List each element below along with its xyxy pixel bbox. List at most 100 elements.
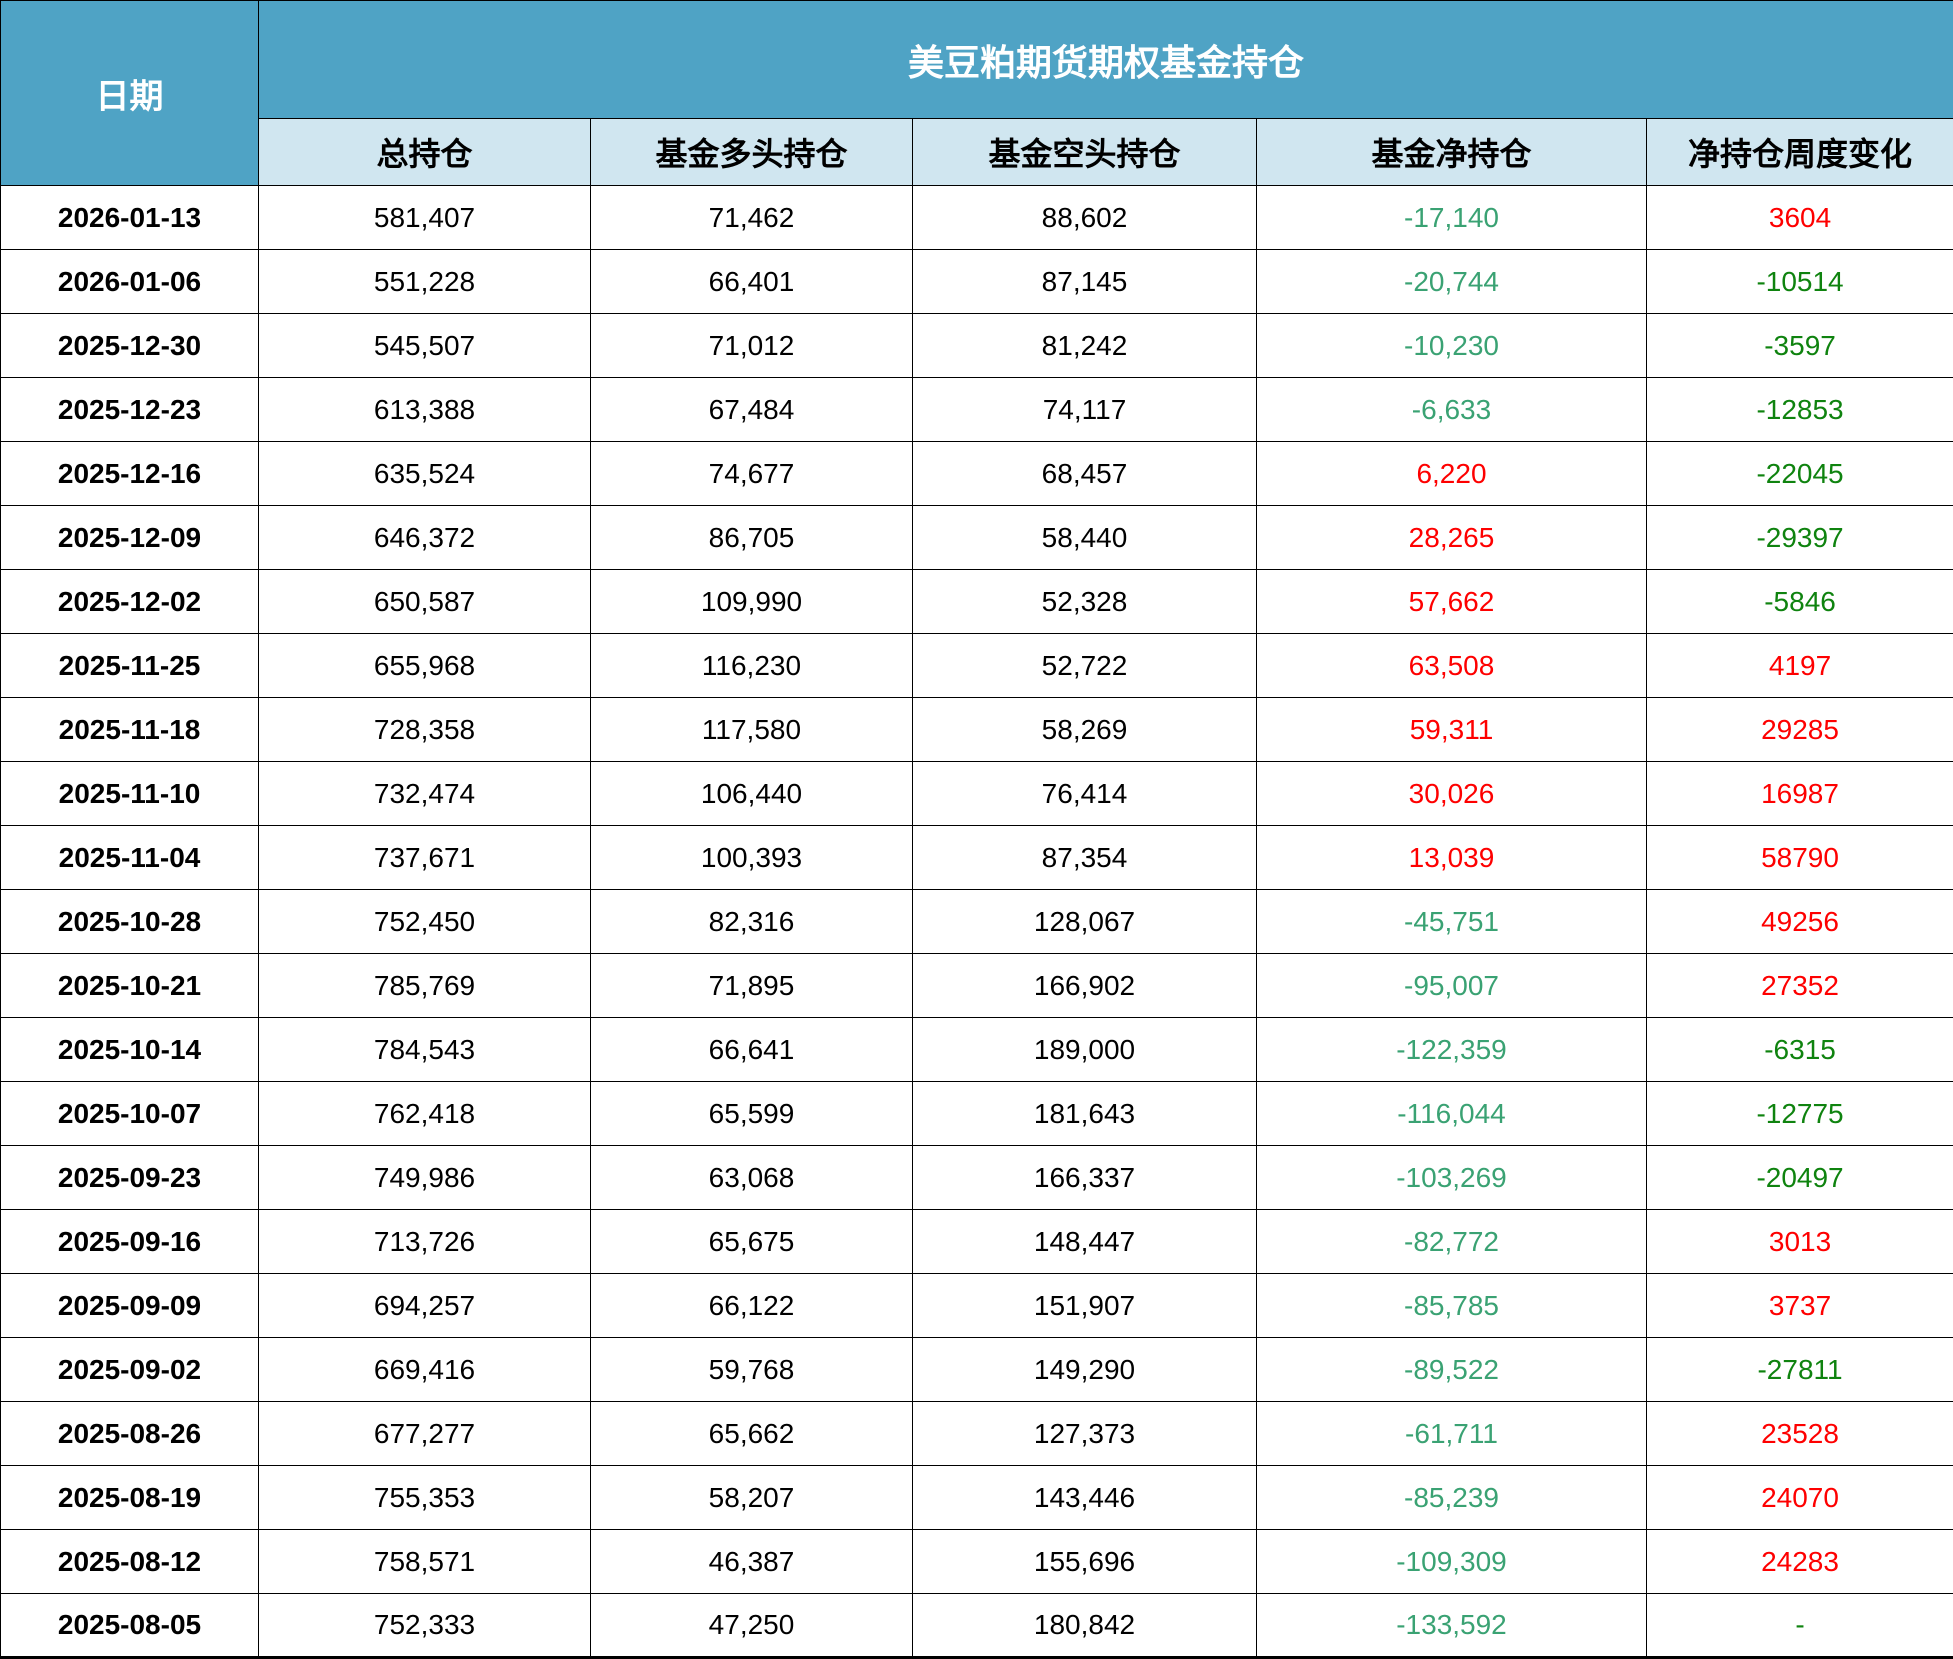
table-row: 2025-11-18 728,358 117,580 58,269 59,311 2928… [0,697,1953,762]
weekly-change-cell: -20497 [1645,1145,1953,1210]
fund-short-cell: 181,643 [912,1081,1257,1146]
fund-net-cell: -17,140 [1256,185,1647,250]
weekly-change-cell: 27352 [1645,953,1953,1018]
fund-net-cell: -6,633 [1256,377,1647,442]
fund-short-cell: 127,373 [912,1401,1257,1466]
total-cell: 728,358 [258,697,591,762]
total-cell: 669,416 [258,1337,591,1402]
fund-long-cell: 67,484 [590,377,913,442]
weekly-change-cell: -12853 [1645,377,1953,442]
total-cell: 635,524 [258,441,591,506]
weekly-change-cell: 58790 [1645,825,1953,890]
date-cell: 2025-10-14 [0,1017,259,1082]
fund-short-cell: 52,722 [912,633,1257,698]
weekly-change-cell: 49256 [1645,889,1953,954]
fund-short-cell: 81,242 [912,313,1257,378]
column-header-fund-net: 基金净持仓 [1256,118,1647,186]
fund-short-cell: 128,067 [912,889,1257,954]
date-cell: 2025-08-12 [0,1529,259,1594]
date-cell: 2025-08-19 [0,1465,259,1530]
fund-net-cell: -122,359 [1256,1017,1647,1082]
weekly-change-cell: -27811 [1645,1337,1953,1402]
fund-long-cell: 117,580 [590,697,913,762]
fund-net-cell: -133,592 [1256,1593,1647,1659]
total-cell: 677,277 [258,1401,591,1466]
table-title: 美豆粕期货期权基金持仓 [257,0,1953,119]
table-row: 2025-09-23 749,986 63,068 166,337 -103,269 -2… [0,1145,1953,1210]
table-row: 2025-12-23 613,388 67,484 74,117 -6,633 -1285… [0,377,1953,442]
fund-net-cell: -20,744 [1256,249,1647,314]
weekly-change-cell: 24283 [1645,1529,1953,1594]
date-cell: 2025-12-30 [0,313,259,378]
fund-net-cell: -95,007 [1256,953,1647,1018]
fund-net-cell: 63,508 [1256,633,1647,698]
table-row: 2025-09-16 713,726 65,675 148,447 -82,772 301… [0,1209,1953,1274]
date-cell: 2025-10-21 [0,953,259,1018]
weekly-change-cell: 3737 [1645,1273,1953,1338]
table-row: 2025-09-09 694,257 66,122 151,907 -85,785 373… [0,1273,1953,1338]
fund-long-cell: 100,393 [590,825,913,890]
fund-long-cell: 74,677 [590,441,913,506]
fund-net-cell: -103,269 [1256,1145,1647,1210]
fund-long-cell: 86,705 [590,505,913,570]
fund-net-cell: -85,239 [1256,1465,1647,1530]
date-cell: 2025-11-04 [0,825,259,890]
weekly-change-cell: -12775 [1645,1081,1953,1146]
total-cell: 752,333 [258,1593,591,1659]
fund-short-cell: 74,117 [912,377,1257,442]
fund-short-cell: 166,902 [912,953,1257,1018]
title-row: 日期 美豆粕期货期权基金持仓 [0,0,1953,186]
total-cell: 646,372 [258,505,591,570]
total-cell: 551,228 [258,249,591,314]
date-cell: 2025-12-16 [0,441,259,506]
fund-net-cell: 30,026 [1256,761,1647,826]
total-cell: 737,671 [258,825,591,890]
table-row: 2025-11-10 732,474 106,440 76,414 30,026 1698… [0,761,1953,826]
total-cell: 784,543 [258,1017,591,1082]
total-cell: 581,407 [258,185,591,250]
weekly-change-cell: 4197 [1645,633,1953,698]
fund-short-cell: 155,696 [912,1529,1257,1594]
table-row: 2025-08-19 755,353 58,207 143,446 -85,239 240… [0,1465,1953,1530]
fund-short-cell: 149,290 [912,1337,1257,1402]
column-header-fund-long: 基金多头持仓 [590,118,913,186]
fund-long-cell: 71,012 [590,313,913,378]
column-header-weekly-change: 净持仓周度变化 [1645,118,1953,186]
date-cell: 2025-09-02 [0,1337,259,1402]
fund-short-cell: 68,457 [912,441,1257,506]
total-cell: 613,388 [258,377,591,442]
fund-net-cell: -89,522 [1256,1337,1647,1402]
fund-long-cell: 65,599 [590,1081,913,1146]
fund-short-cell: 143,446 [912,1465,1257,1530]
fund-long-cell: 58,207 [590,1465,913,1530]
table-row: 2026-01-13 581,407 71,462 88,602 -17,140 3604 [0,185,1953,250]
weekly-change-cell: 3013 [1645,1209,1953,1274]
fund-short-cell: 166,337 [912,1145,1257,1210]
fund-net-cell: 59,311 [1256,697,1647,762]
table-row: 2026-01-06 551,228 66,401 87,145 -20,744 -105… [0,249,1953,314]
fund-long-cell: 47,250 [590,1593,913,1659]
fund-net-cell: 57,662 [1256,569,1647,634]
weekly-change-cell: -22045 [1645,441,1953,506]
total-cell: 762,418 [258,1081,591,1146]
total-cell: 732,474 [258,761,591,826]
fund-long-cell: 109,990 [590,569,913,634]
date-cell: 2025-08-05 [0,1593,259,1659]
date-cell: 2025-08-26 [0,1401,259,1466]
total-cell: 713,726 [258,1209,591,1274]
table-row: 2025-11-25 655,968 116,230 52,722 63,508 4197 [0,633,1953,698]
table-row: 2025-12-30 545,507 71,012 81,242 -10,230 -359… [0,313,1953,378]
date-cell: 2025-11-25 [0,633,259,698]
fund-net-cell: -82,772 [1256,1209,1647,1274]
fund-long-cell: 71,895 [590,953,913,1018]
total-cell: 655,968 [258,633,591,698]
date-column-header: 日期 [0,0,259,186]
fund-net-cell: -45,751 [1256,889,1647,954]
fund-net-cell: 13,039 [1256,825,1647,890]
fund-net-cell: -10,230 [1256,313,1647,378]
date-cell: 2025-09-09 [0,1273,259,1338]
table-row: 2025-08-12 758,571 46,387 155,696 -109,309 24… [0,1529,1953,1594]
table-row: 2025-08-26 677,277 65,662 127,373 -61,711 235… [0,1401,1953,1466]
weekly-change-cell: 24070 [1645,1465,1953,1530]
table-row: 2025-12-02 650,587 109,990 52,328 57,662 -584… [0,569,1953,634]
